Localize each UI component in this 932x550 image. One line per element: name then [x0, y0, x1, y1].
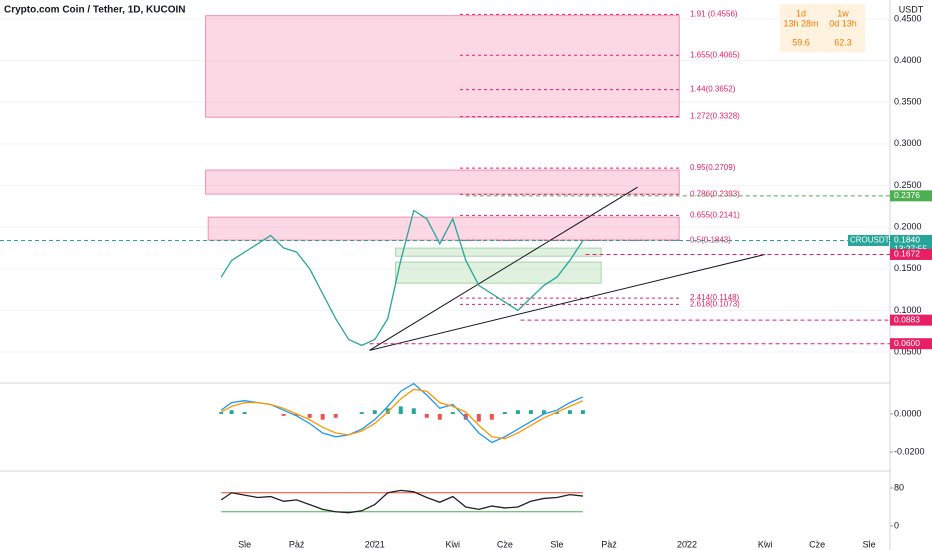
histogram-bar [333, 413, 338, 418]
currency: USDT [899, 4, 924, 14]
histogram-bar [411, 408, 416, 414]
x-tick-label: 2022 [677, 539, 697, 549]
symbol-tag [848, 234, 889, 246]
zone [395, 247, 602, 257]
histogram-bar [502, 412, 507, 414]
zone [205, 169, 680, 195]
y-tick-label: 0.2000 [894, 222, 922, 232]
price-tag-label: 0.2376 [894, 190, 920, 200]
countdown-value: 59.6 [792, 37, 810, 47]
histogram-bar [294, 413, 299, 416]
x-tick-label: Paź [289, 539, 305, 549]
fib-label: 1.272(0.3328) [690, 112, 740, 121]
x-tick-label: Sie [550, 539, 563, 549]
y-tick-label: 0.2500 [894, 180, 922, 190]
y-tick-label: 0.4000 [894, 55, 922, 65]
countdown-time: 13h 28m [783, 18, 818, 28]
fib-label: 1.44(0.3652) [690, 85, 736, 94]
y-tick-label: 0 [894, 520, 899, 530]
symbol-tag-label: CROUSDT [850, 236, 890, 245]
price-tag-time: 13:27:55 [894, 244, 927, 254]
histogram-bar [229, 410, 234, 414]
price-tag-label: 0.1840 [894, 235, 920, 245]
y-tick-label: 0.0000 [894, 408, 922, 418]
series-line [220, 382, 584, 444]
x-tick-label: Sie [238, 539, 251, 549]
zone [205, 15, 680, 118]
fib-label: 0.786(0.2393) [690, 190, 740, 199]
histogram-bar [450, 412, 455, 414]
x-tick-label: Sie [863, 539, 876, 549]
x-tick-label: Paź [601, 539, 617, 549]
countdown-period: 1d [796, 8, 806, 18]
histogram-bar [372, 410, 377, 414]
price-tag [890, 314, 932, 326]
histogram-bar [476, 413, 481, 422]
histogram-bar [320, 413, 325, 420]
y-tick-label: 0.0500 [894, 346, 922, 356]
histogram-bar [489, 413, 494, 420]
y-tick-label: 0.3000 [894, 138, 922, 148]
histogram-bar [219, 412, 224, 414]
histogram-bar [242, 412, 247, 414]
y-tick-label: 0.1000 [894, 305, 922, 315]
countdown-time: 0d 13h [829, 18, 857, 28]
histogram-bar [359, 412, 364, 414]
fib-label: 2.618(0.1073) [690, 299, 740, 308]
countdown-value: 62.3 [834, 37, 852, 47]
fib-label: 1.91 (0.4556) [690, 9, 738, 18]
y-tick-label: 0.3500 [894, 97, 922, 107]
histogram-bar [307, 413, 312, 418]
fib-label: 0.95(0.2709) [690, 163, 736, 172]
fib-label: 0.655(0.2141) [690, 211, 740, 220]
histogram-bar [463, 413, 468, 420]
histogram-bar [515, 410, 520, 414]
histogram-bar [385, 408, 390, 414]
zone [395, 261, 602, 284]
price-tag-label: 0.0883 [894, 314, 920, 324]
fib-label: 2.414(0.1148) [690, 293, 740, 302]
histogram-bar [580, 410, 585, 414]
y-tick-label: -0.0200 [894, 446, 925, 456]
histogram-bar [437, 413, 442, 420]
price-tag [890, 190, 932, 202]
trend-line [369, 253, 766, 351]
series-line [220, 209, 584, 347]
chart-title: Crypto.com Coin / Tether, 1D, KUCOIN [4, 5, 186, 16]
countdown-box [780, 4, 865, 52]
y-tick-label: 0.1500 [894, 263, 922, 273]
histogram-bar [398, 406, 403, 414]
fib-label: 1.655(0.4065) [690, 50, 740, 59]
y-tick-label: 0.4500 [894, 13, 922, 23]
histogram-bar [554, 412, 559, 414]
histogram-bar [528, 410, 533, 414]
x-tick-label: 2021 [365, 539, 385, 549]
price-tag [890, 248, 932, 260]
price-tag-label: 0.1672 [894, 249, 920, 259]
x-tick-label: Cze [497, 539, 513, 549]
price-tag [890, 338, 932, 350]
histogram-bar [541, 410, 546, 414]
x-tick-label: Cze [809, 539, 825, 549]
fib-label: 0.5(0.1843) [690, 235, 731, 244]
price-tag-label: 0.0600 [894, 338, 920, 348]
histogram-bar [567, 410, 572, 414]
countdown-period: 1w [837, 8, 849, 18]
histogram-bar [281, 413, 286, 416]
x-tick-label: Kwi [446, 539, 461, 549]
trend-line [369, 186, 638, 351]
x-tick-label: Kwi [758, 539, 773, 549]
y-tick-label: 80 [894, 482, 904, 492]
series-line [220, 388, 584, 440]
histogram-bar [424, 413, 429, 418]
series-line [220, 489, 583, 514]
